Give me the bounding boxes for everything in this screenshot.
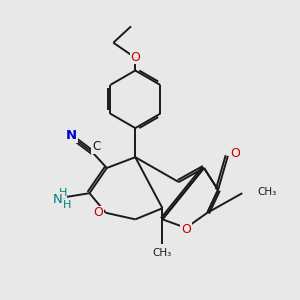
Text: H: H	[58, 188, 67, 197]
Text: O: O	[130, 51, 140, 64]
Text: O: O	[181, 223, 191, 236]
Text: N: N	[52, 193, 62, 206]
Text: CH₃: CH₃	[152, 248, 171, 258]
Text: O: O	[94, 206, 103, 219]
Text: CH₃: CH₃	[257, 187, 276, 196]
Text: H: H	[63, 200, 71, 210]
Text: O: O	[230, 147, 240, 160]
Text: N: N	[66, 129, 77, 142]
Text: C: C	[92, 140, 100, 153]
